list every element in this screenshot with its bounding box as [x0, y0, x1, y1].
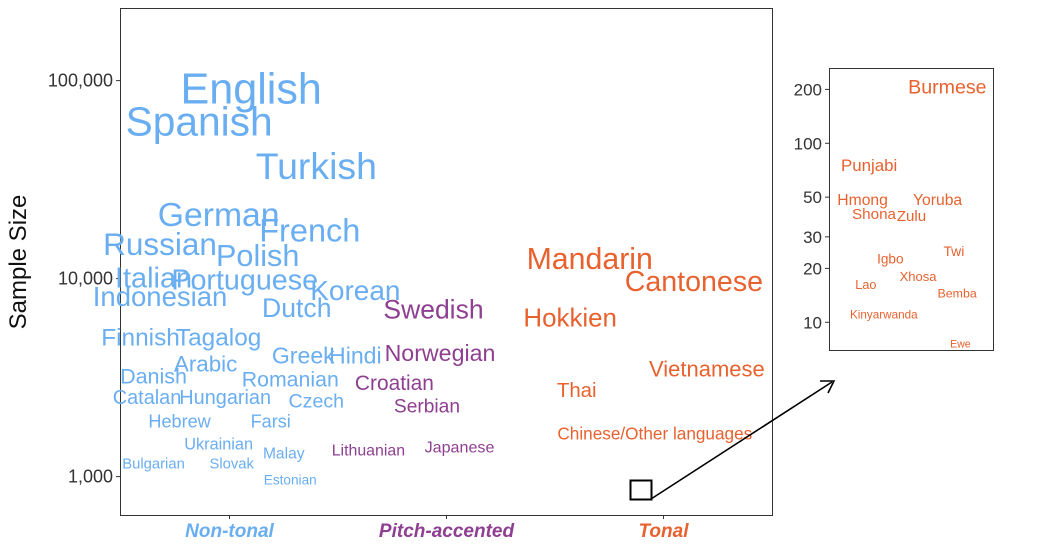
inset-word-lao: Lao	[855, 278, 876, 292]
word-hokkien: Hokkien	[523, 304, 617, 332]
word-serbian: Serbian	[394, 396, 460, 417]
word-japanese: Japanese	[425, 439, 495, 457]
word-hebrew: Hebrew	[148, 411, 211, 431]
x-category-tonal: Tonal	[639, 521, 690, 542]
word-mandarin: Mandarin	[527, 243, 653, 276]
word-turkish: Turkish	[256, 145, 377, 187]
y-tick-label: 100,000	[48, 71, 113, 91]
word-ukrainian: Ukrainian	[184, 436, 253, 454]
word-catalan: Catalan	[113, 387, 182, 409]
word-cantonese: Cantonese	[625, 266, 763, 298]
main-y-axis: 1,000 10,000 100,000	[48, 71, 121, 487]
inset-y-tick-label: 100	[794, 134, 822, 153]
inset-word-burmese: Burmese	[908, 76, 987, 98]
zoom-box	[629, 479, 653, 501]
inset-word-bemba: Bemba	[938, 286, 977, 300]
inset-word-yoruba: Yoruba	[913, 192, 962, 209]
inset-y-axis: 10 20 30 50 100 200	[794, 80, 830, 332]
inset-panel-border	[829, 68, 994, 351]
word-korean: Korean	[310, 275, 400, 306]
word-english: English	[181, 66, 322, 114]
x-category-non-tonal: Non-tonal	[185, 521, 274, 542]
x-category-pitch-accented: Pitch-accented	[379, 521, 515, 542]
y-axis-title: Sample Size	[5, 195, 32, 330]
word-czech: Czech	[289, 390, 345, 412]
word-thai: Thai	[557, 380, 597, 402]
inset-word-punjabi: Punjabi	[841, 156, 897, 175]
word-swedish: Swedish	[383, 294, 483, 324]
inset-word-shona: Shona	[852, 206, 896, 223]
inset-y-tick-label: 200	[794, 80, 822, 99]
word-german: German	[158, 196, 280, 234]
inset-y-tick-label: 50	[803, 188, 822, 207]
word-danish: Danish	[120, 365, 187, 389]
inset-word-hmong: Hmong	[837, 192, 888, 209]
word-greek: Greek	[272, 342, 335, 368]
word-portuguese: Portuguese	[171, 264, 318, 296]
inset-word-xhosa: Xhosa	[900, 269, 938, 284]
word-vietnamese: Vietnamese	[649, 356, 765, 381]
inset-word-igbo: Igbo	[877, 252, 903, 267]
inset-word-zulu: Zulu	[897, 208, 926, 225]
word-arabic: Arabic	[174, 352, 237, 377]
word-polish: Polish	[216, 239, 299, 273]
word-bulgarian: Bulgarian	[122, 457, 185, 473]
word-finnish: Finnish	[101, 325, 180, 352]
word-indonesian: Indonesian	[93, 281, 228, 312]
zoom-arrow-line	[650, 381, 833, 500]
y-tick-label: 10,000	[58, 269, 113, 289]
word-malay: Malay	[263, 446, 305, 463]
inset-word-kinyarwanda: Kinyarwanda	[850, 308, 918, 321]
word-lithuanian: Lithuanian	[332, 442, 405, 459]
word-farsi: Farsi	[251, 411, 291, 431]
word-dutch: Dutch	[262, 293, 331, 323]
word-russian: Russian	[103, 226, 217, 262]
word-spanish: Spanish	[126, 99, 273, 145]
word-romanian: Romanian	[242, 367, 339, 391]
inset-word-labels: Burmese Punjabi Hmong Yoruba Shona Zulu Twi Igb…	[837, 76, 986, 350]
word-estonian: Estonian	[264, 473, 317, 488]
word-hungarian: Hungarian	[179, 387, 271, 409]
inset-word-twi: Twi	[943, 243, 964, 259]
inset-word-ewe: Ewe	[950, 339, 971, 351]
word-hindi: Hindi	[329, 342, 382, 368]
word-french: French	[259, 213, 360, 249]
inset-y-tick-label: 30	[803, 228, 822, 247]
zoom-arrow-head	[820, 380, 836, 394]
y-tick-label: 1,000	[68, 467, 113, 487]
word-norwegian: Norwegian	[385, 340, 496, 366]
inset-y-tick-label: 10	[803, 313, 822, 332]
word-croatian: Croatian	[355, 372, 434, 395]
word-tagalog: Tagalog	[176, 325, 261, 352]
word-italian: Italian	[115, 263, 192, 295]
word-chinese-other-languages: Chinese/Other languages	[557, 424, 752, 444]
inset-y-tick-label: 20	[803, 259, 822, 278]
word-slovak: Slovak	[209, 457, 254, 473]
main-x-axis: Non-tonal Pitch-accented Tonal	[185, 515, 689, 542]
